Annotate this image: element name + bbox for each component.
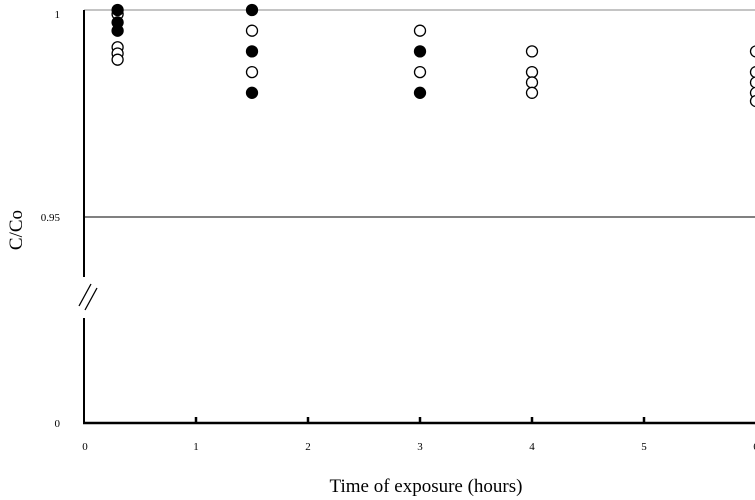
data-point-open [525,45,539,58]
data-point-open [749,95,755,108]
data-points [111,3,755,108]
data-point-open [749,45,755,58]
data-point-open [413,65,427,79]
x-axis-title: Time of exposure (hours) [330,476,523,497]
data-point-filled [245,3,259,17]
data-point-open [525,86,539,99]
y-tick-label: 0.95 [41,212,61,224]
y-tick-label: 0 [55,418,61,430]
data-point-filled [413,45,427,58]
data-point-filled [245,86,259,99]
x-tick-label: 3 [417,441,423,453]
data-point-filled [111,3,124,17]
data-point-open [525,76,539,89]
x-tick-label: 4 [529,441,535,453]
x-tick-label: 2 [305,441,311,453]
x-tick-label: 5 [641,441,647,453]
data-point-filled [111,24,124,37]
y-ticks: 0 0.95 1 [41,9,61,430]
data-point-open [749,66,755,79]
x-tick-label: 0 [82,441,88,453]
y-tick-label: 1 [55,9,61,21]
gridlines [84,9,755,218]
data-point-open [245,24,259,37]
data-point-open [525,65,539,79]
data-point-filled [245,45,259,58]
data-point-open [749,76,755,89]
y-axis-title: C/Co [6,210,27,250]
data-point-open [413,24,427,37]
data-point-open [245,65,259,79]
x-tick-label: 1 [193,441,199,453]
x-tick-label: 6 [753,441,755,453]
data-point-filled [413,86,427,99]
axis-break-mark [78,283,98,311]
x-ticks: 0 1 2 3 4 5 6 [82,417,755,453]
data-point-open [111,53,124,66]
